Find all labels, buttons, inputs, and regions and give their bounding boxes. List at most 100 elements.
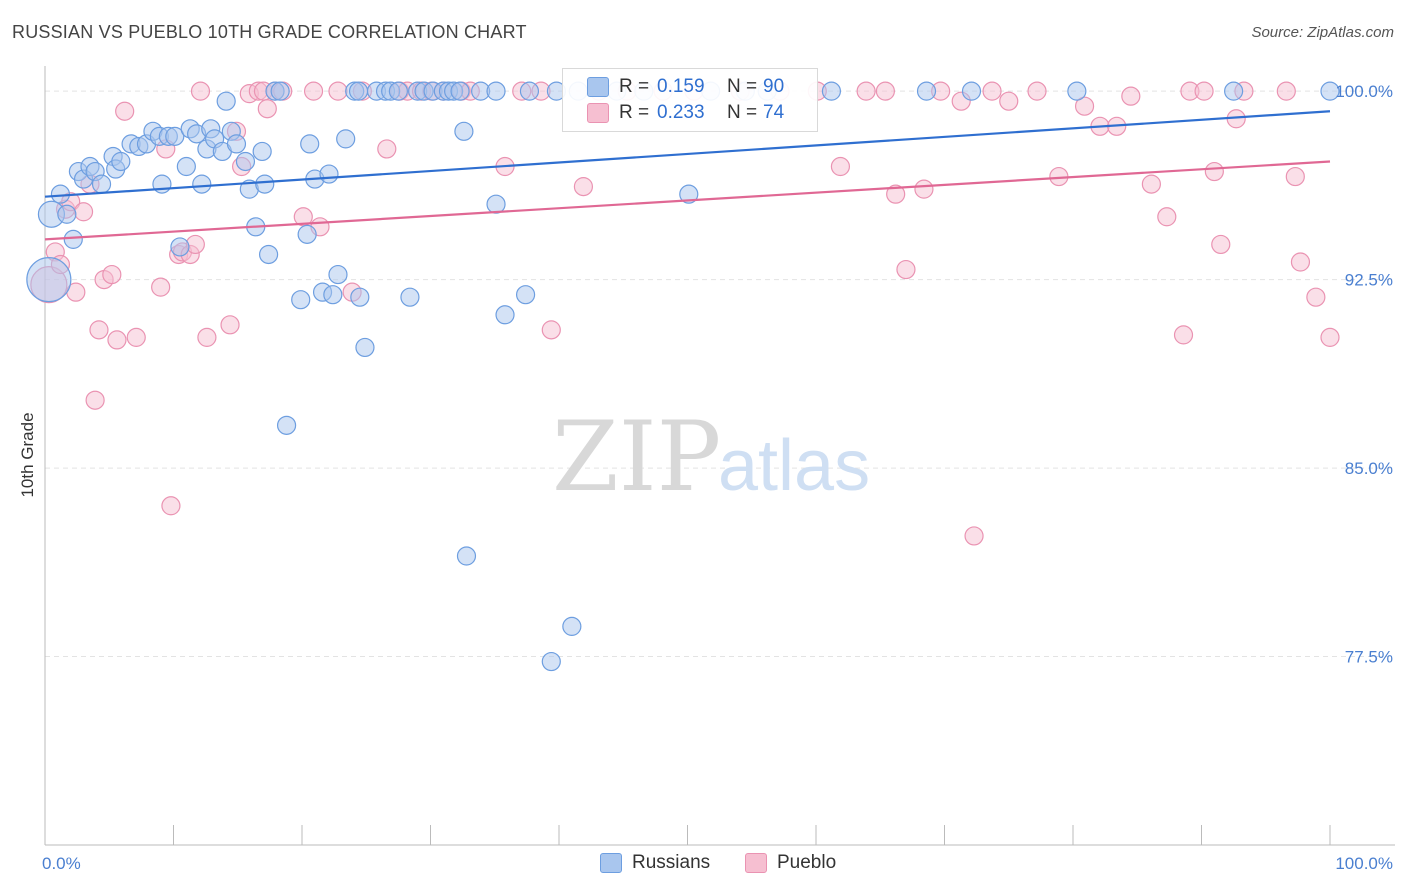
- pueblo-point: [303, 81, 324, 101]
- pueblo-point: [830, 156, 851, 177]
- watermark-zip: ZIP: [552, 401, 721, 513]
- russians-point: [328, 264, 348, 285]
- trend-lines: [44, 110, 1331, 241]
- stats-legend: R = 0.159 N = 90 R = 0.233 N = 74: [562, 68, 818, 132]
- russians-point: [291, 290, 311, 310]
- legend-row-russians: R = 0.159 N = 90: [587, 74, 784, 100]
- pueblo-point: [197, 327, 217, 347]
- pueblo-point: [73, 202, 94, 222]
- russians-point: [258, 244, 279, 265]
- russians-point: [515, 285, 536, 305]
- pueblo-point: [886, 184, 906, 204]
- series-legend: Russians Pueblo: [0, 852, 1406, 878]
- russians-point: [319, 164, 339, 184]
- watermark-atlas: atlas: [718, 426, 870, 506]
- pueblo-point: [1290, 252, 1311, 272]
- russians-point: [679, 184, 699, 204]
- pueblo-point: [964, 526, 984, 546]
- pueblo-point: [875, 81, 895, 101]
- pueblo-point: [257, 99, 277, 119]
- pueblo-point: [541, 320, 561, 340]
- russians-point: [348, 81, 369, 101]
- russians-point: [1224, 81, 1244, 101]
- pueblo-point: [107, 330, 127, 350]
- russians-point: [916, 81, 937, 101]
- x-tick-label: 0.0%: [42, 854, 81, 873]
- pueblo-point: [115, 101, 135, 121]
- russians-point: [176, 156, 196, 177]
- russians-point: [235, 151, 256, 172]
- russians-point: [486, 194, 506, 214]
- pueblo-point: [1157, 207, 1177, 227]
- gridlines: [45, 90, 1395, 658]
- pueblo-point: [328, 81, 348, 101]
- pueblo-point: [573, 177, 594, 197]
- legend-item-pueblo[interactable]: Pueblo: [745, 852, 836, 874]
- pueblo-point: [89, 320, 109, 340]
- russians-point: [63, 229, 83, 249]
- russians-point: [192, 174, 212, 194]
- y-tick-label: 100.0%: [1335, 82, 1393, 101]
- legend-n-label: N =: [727, 102, 758, 123]
- russians-point: [495, 305, 515, 325]
- russians-point: [388, 81, 408, 101]
- russians-point: [111, 151, 131, 172]
- legend-r-value: 0.233: [657, 102, 705, 123]
- legend-swatch-pueblo: [745, 853, 767, 873]
- legend-swatch-russians: [600, 853, 622, 873]
- legend-row-pueblo: R = 0.233 N = 74: [587, 100, 784, 126]
- russians-point: [456, 546, 477, 566]
- legend-swatch-pueblo: [587, 103, 609, 123]
- pueblo-point: [1306, 287, 1326, 307]
- pueblo-point: [220, 315, 240, 335]
- legend-n-value: 74: [763, 102, 785, 123]
- russians-point: [1067, 81, 1087, 101]
- pueblo-point: [1204, 161, 1224, 182]
- russians-point: [91, 174, 112, 194]
- x-tick-label: 100.0%: [1335, 854, 1393, 873]
- russians-trend-line: [44, 110, 1331, 198]
- legend-r-value: 0.159: [657, 76, 705, 97]
- russians-point: [276, 415, 297, 435]
- russians-point: [57, 204, 77, 224]
- russians-point: [170, 237, 190, 257]
- pueblo-point: [914, 179, 934, 199]
- legend-item-russians[interactable]: Russians: [600, 852, 710, 874]
- russians-point: [26, 256, 72, 303]
- pueblo-point: [102, 264, 122, 285]
- russians-point: [165, 126, 185, 146]
- watermark: ZIP atlas: [552, 401, 870, 513]
- pueblo-point: [190, 81, 211, 101]
- russians-point: [350, 287, 370, 307]
- tick-labels: 100.0% 92.5% 85.0% 77.5% 0.0% 100.0%: [42, 82, 1393, 873]
- russians-point: [519, 81, 540, 101]
- pueblo-trend-line: [44, 160, 1331, 241]
- y-tick-label: 92.5%: [1345, 271, 1393, 290]
- russians-point: [270, 81, 290, 101]
- legend-label-russians: Russians: [632, 852, 711, 873]
- y-tick-label: 77.5%: [1345, 648, 1393, 667]
- pueblo-point: [1194, 81, 1214, 101]
- pueblo-point: [856, 81, 876, 101]
- pueblo-point: [982, 81, 1002, 101]
- russians-point: [400, 287, 420, 307]
- russians-point: [454, 121, 474, 141]
- source-credit: Source: ZipAtlas.com: [1251, 24, 1394, 41]
- pueblo-point: [126, 327, 146, 347]
- pueblo-point: [377, 139, 397, 159]
- legend-swatch-russians: [587, 77, 609, 97]
- pueblo-point: [1141, 174, 1161, 194]
- russians-point: [821, 81, 842, 101]
- russians-point: [541, 651, 561, 672]
- legend-n-label: N =: [727, 76, 758, 97]
- pueblo-point: [1074, 96, 1095, 116]
- russians-point: [450, 81, 470, 101]
- legend-n-value: 90: [763, 76, 785, 97]
- russians-point: [1320, 81, 1340, 101]
- chart-title: RUSSIAN VS PUEBLO 10TH GRADE CORRELATION…: [12, 22, 527, 42]
- russians-point: [216, 91, 236, 111]
- pueblo-point: [1173, 325, 1194, 345]
- pueblo-point: [999, 91, 1019, 111]
- russians-point: [323, 285, 343, 305]
- pueblo-point: [1211, 234, 1231, 255]
